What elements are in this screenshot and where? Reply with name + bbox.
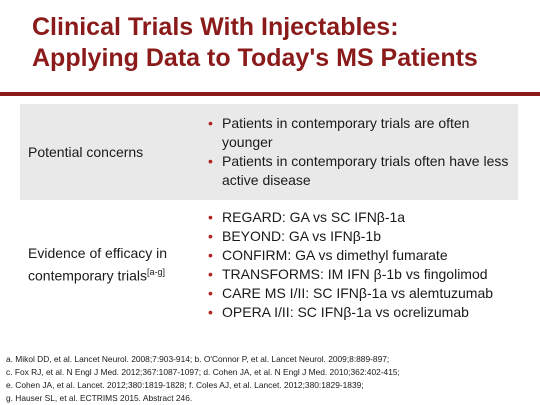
bullet-icon: •: [208, 115, 213, 131]
slide-title-line-1: Clinical Trials With Injectables:: [32, 13, 399, 41]
bullet-icon: •: [208, 153, 213, 169]
row-content-concerns: • Patients in contemporary trials are oft…: [208, 114, 518, 190]
row-label-concerns: Potential concerns: [28, 143, 144, 160]
bullet-icon: •: [208, 266, 213, 282]
list-item-text: CARE MS I/II: SC IFNβ-1a vs alemtuzumab: [222, 285, 494, 301]
row-label-evidence: Evidence of efficacy in contemporary tri…: [20, 244, 208, 286]
row-label-evidence-line-1: Evidence of efficacy in: [28, 245, 168, 262]
bullet-icon: •: [208, 209, 213, 225]
list-item-text: TRANSFORMS: IM IFN β-1b vs fingolimod: [222, 266, 488, 282]
list-item-text: Patients in contemporary trials are ofte…: [222, 115, 470, 150]
reference-line: e. Cohen JA, et al. Lancet. 2012;380:181…: [6, 380, 364, 390]
list-item-text: Patients in contemporary trials often ha…: [222, 153, 509, 188]
list-item: • BEYOND: GA vs IFNβ-1b: [208, 227, 518, 246]
reference-line: a. Mikol DD, et al. Lancet Neurol. 2008;…: [6, 354, 390, 364]
comparison-table: Potential concerns • Patients in contempo…: [20, 104, 518, 328]
row-content-evidence: • REGARD: GA vs SC IFNβ-1a • BEYOND: GA vs…: [208, 208, 518, 322]
citation-superscript: [a-g]: [147, 267, 166, 278]
list-item-text: OPERA I/II: SC IFNβ-1a vs ocrelizumab: [222, 304, 469, 320]
bullet-icon: •: [208, 285, 213, 301]
list-item-text: CONFIRM: GA vs dimethyl fumarate: [222, 247, 448, 263]
reference-line: g. Hauser SL, et al. ECTRIMS 2015. Abstr…: [6, 393, 193, 403]
list-item: • Patients in contemporary trials are oft…: [208, 114, 518, 152]
table-row-concerns: Potential concerns • Patients in contempo…: [20, 104, 518, 200]
list-item: • TRANSFORMS: IM IFN β-1b vs fingolimod: [208, 265, 518, 284]
references: a. Mikol DD, et al. Lancet Neurol. 2008;…: [6, 353, 536, 405]
title-divider: [0, 92, 540, 96]
list-item: • REGARD: GA vs SC IFNβ-1a: [208, 208, 518, 227]
reference-line: c. Fox RJ, et al. N Engl J Med. 2012;367…: [6, 367, 400, 377]
table-row-evidence: Evidence of efficacy in contemporary tri…: [20, 202, 518, 328]
list-item: • CARE MS I/II: SC IFNβ-1a vs alemtuzumab: [208, 284, 518, 303]
bullet-list: • REGARD: GA vs SC IFNβ-1a • BEYOND: GA vs…: [208, 208, 518, 322]
list-item: • Patients in contemporary trials often h…: [208, 152, 518, 190]
list-item: • OPERA I/II: SC IFNβ-1a vs ocrelizumab: [208, 303, 518, 322]
bullet-icon: •: [208, 304, 213, 320]
list-item-text: REGARD: GA vs SC IFNβ-1a: [222, 209, 406, 225]
slide-title: Clinical Trials With Injectables: Applyi…: [32, 12, 532, 74]
list-item-text: BEYOND: GA vs IFNβ-1b: [222, 228, 381, 244]
bullet-list: • Patients in contemporary trials are oft…: [208, 114, 518, 190]
slide-title-line-2: Applying Data to Today's MS Patients: [32, 44, 478, 72]
bullet-icon: •: [208, 247, 213, 263]
bullet-icon: •: [208, 228, 213, 244]
row-label-evidence-line-2: contemporary trials: [28, 267, 148, 284]
list-item: • CONFIRM: GA vs dimethyl fumarate: [208, 246, 518, 265]
